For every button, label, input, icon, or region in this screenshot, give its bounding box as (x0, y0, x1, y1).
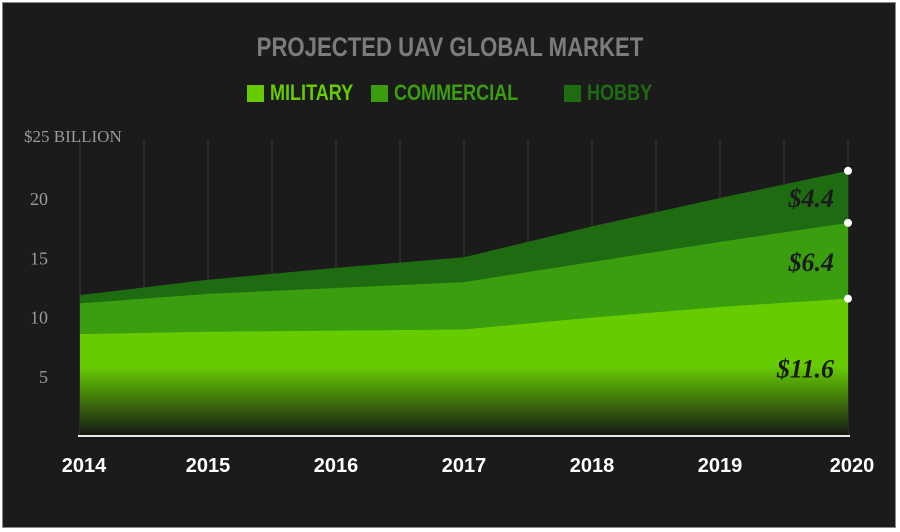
x-tick-label: 2018 (570, 455, 615, 477)
legend-swatch-commercial (371, 84, 389, 102)
value-label-hobby: $4.4 (788, 184, 835, 213)
end-marker-hobby (844, 166, 852, 175)
y-tick-label: 5 (39, 367, 48, 387)
legend-label-commercial: COMMERCIAL (394, 80, 519, 105)
legend-item-commercial: COMMERCIAL (371, 80, 546, 106)
legend-swatch-hobby (563, 84, 581, 102)
legend-item-hobby: HOBBY (563, 80, 666, 106)
y-unit-label: $25 BILLION (24, 127, 122, 146)
y-tick-label: 20 (30, 189, 48, 209)
end-marker-commercial (844, 218, 852, 227)
value-label-commercial: $6.4 (788, 248, 835, 277)
y-tick-label: 15 (30, 248, 48, 268)
end-marker-military (844, 294, 852, 303)
legend-swatch-military (247, 84, 264, 102)
x-tick-label: 2019 (698, 455, 743, 477)
chart-legend: MILITARY COMMERCIAL HOBBY (247, 80, 694, 106)
legend-item-military: MILITARY (247, 80, 371, 106)
area-base-fade (80, 366, 848, 436)
legend-label-military: MILITARY (270, 80, 354, 105)
legend-label-hobby: HOBBY (586, 80, 653, 105)
x-tick-label: 2014 (62, 455, 107, 477)
x-tick-label: 2015 (186, 455, 231, 477)
chart-title: PROJECTED UAV GLOBAL MARKET (256, 32, 644, 62)
x-tick-label: 2020 (830, 455, 875, 477)
x-tick-label: 2017 (442, 455, 487, 477)
y-tick-label: 10 (30, 308, 48, 328)
value-label-military: $11.6 (776, 354, 834, 383)
x-tick-label: 2016 (314, 455, 359, 477)
